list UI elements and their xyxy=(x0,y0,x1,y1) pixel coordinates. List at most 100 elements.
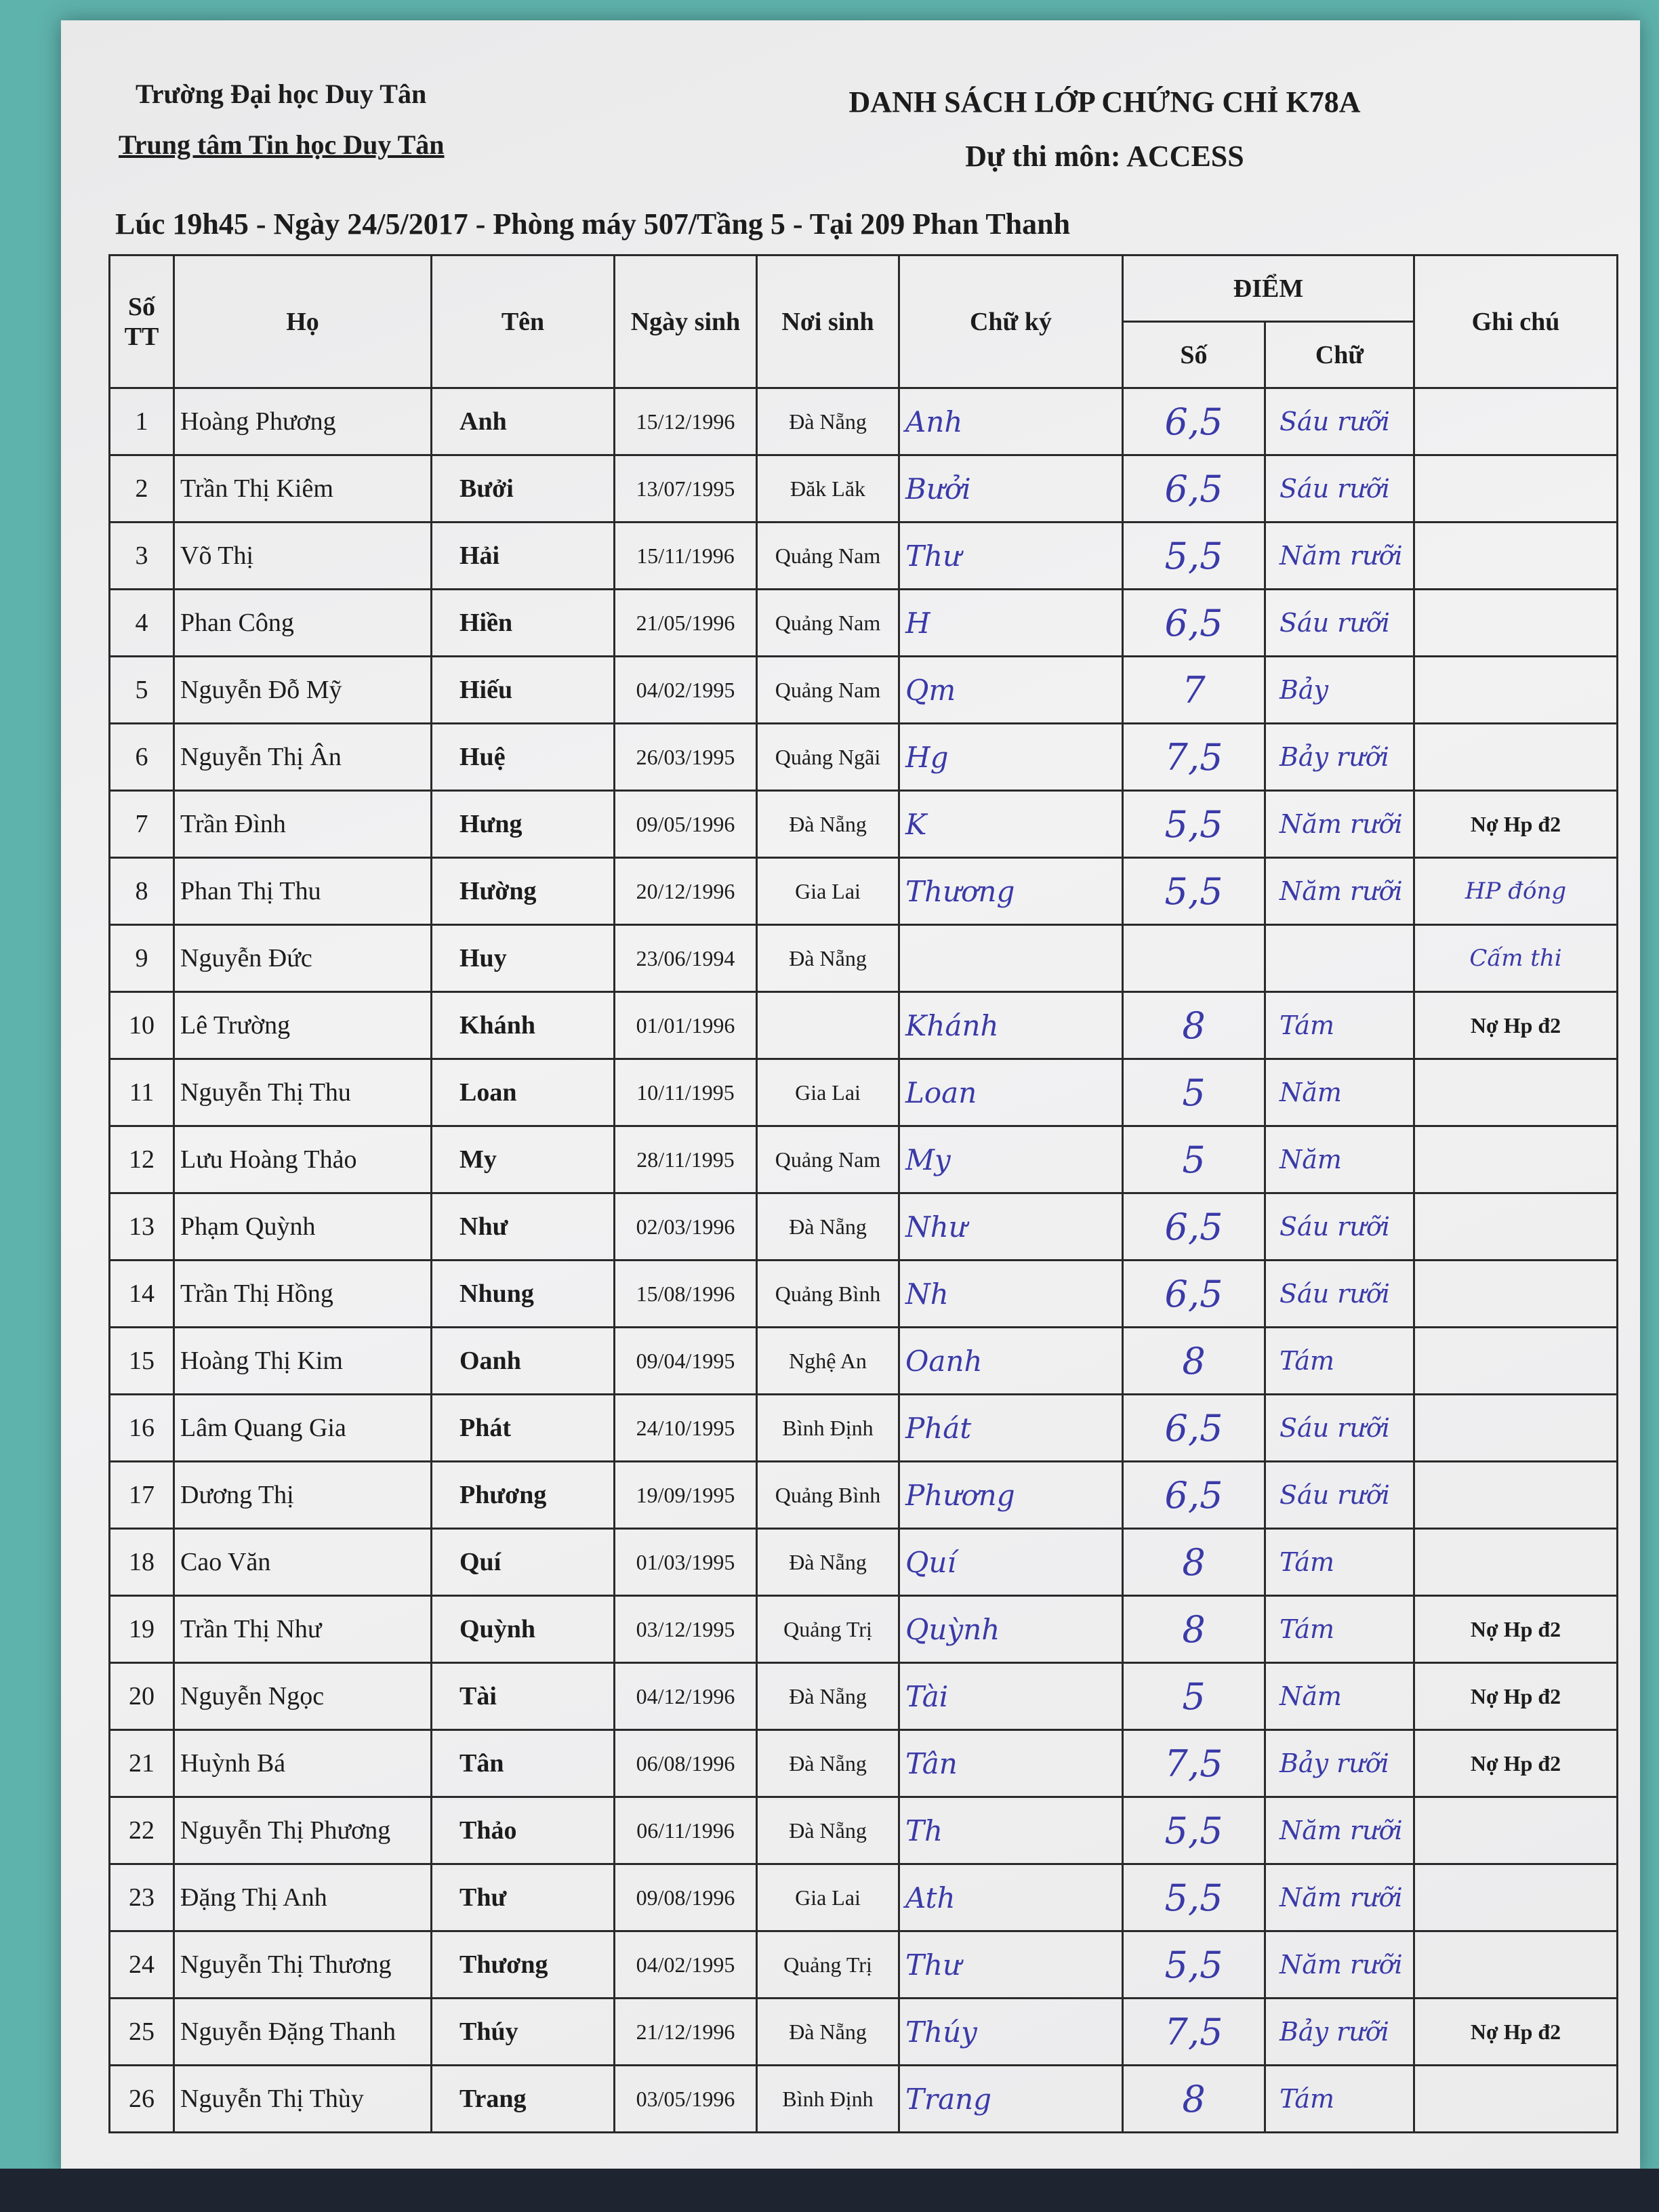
score-number: 5,5 xyxy=(1122,1796,1266,1865)
family-name: Trần Thị Hồng xyxy=(173,1259,432,1328)
exam-session-info: Lúc 19h45 - Ngày 24/5/2017 - Phòng máy 5… xyxy=(115,207,1071,241)
score-words: Năm rưỡi xyxy=(1263,521,1416,590)
org-university: Trường Đại học Duy Tân xyxy=(136,79,427,109)
row-number: 8 xyxy=(108,857,175,926)
table-row: 11 Nguyễn Thị Thu Loan 10/11/1995 Gia Lai Loa… xyxy=(108,1058,1619,1127)
given-name: Phát xyxy=(430,1393,615,1462)
birth-date: 03/05/1996 xyxy=(613,2064,758,2133)
table-row: 25 Nguyễn Đặng Thanh Thúy 21/12/1996 Đà Nẵng… xyxy=(108,1997,1619,2066)
birth-place: Nghệ An xyxy=(756,1326,900,1395)
given-name: Hiếu xyxy=(430,655,615,724)
given-name: Phương xyxy=(430,1460,615,1530)
score-words: Sáu rưỡi xyxy=(1263,1393,1416,1462)
table-row: 14 Trần Thị Hồng Nhung 15/08/1996 Quảng Bình… xyxy=(108,1259,1619,1328)
birth-date: 15/12/1996 xyxy=(613,387,758,456)
birth-date: 26/03/1995 xyxy=(613,722,758,792)
row-number: 5 xyxy=(108,655,175,724)
birth-date: 24/10/1995 xyxy=(613,1393,758,1462)
score-number: 7,5 xyxy=(1122,1997,1266,2066)
table-row: 23 Đặng Thị Anh Thư 09/08/1996 Gia Lai Ath 5,5… xyxy=(108,1863,1619,1932)
birth-place: Đà Nẵng xyxy=(756,924,900,993)
score-words: Năm rưỡi xyxy=(1263,1796,1416,1865)
score-words xyxy=(1263,924,1416,993)
family-name: Hoàng Phương xyxy=(173,387,432,456)
signature: My xyxy=(898,1125,1124,1194)
family-name: Nguyễn Đỗ Mỹ xyxy=(173,655,432,724)
signature: Th xyxy=(898,1796,1124,1865)
birth-place: Quảng Ngãi xyxy=(756,722,900,792)
row-number: 17 xyxy=(108,1460,175,1530)
note xyxy=(1413,1796,1619,1865)
given-name: Huệ xyxy=(430,722,615,792)
score-words: Bảy rưỡi xyxy=(1263,722,1416,792)
row-number: 2 xyxy=(108,454,175,523)
birth-place: Đà Nẵng xyxy=(756,387,900,456)
row-number: 9 xyxy=(108,924,175,993)
table-row: 4 Phan Công Hiền 21/05/1996 Quảng Nam H 6,5 Sáu… xyxy=(108,588,1619,657)
note xyxy=(1413,1192,1619,1261)
table-row: 1 Hoàng Phương Anh 15/12/1996 Đà Nẵng Anh 6,5 S… xyxy=(108,387,1619,456)
given-name: Oanh xyxy=(430,1326,615,1395)
score-number: 5,5 xyxy=(1122,790,1266,859)
score-number: 6,5 xyxy=(1122,454,1266,523)
birth-date: 01/01/1996 xyxy=(613,991,758,1060)
table-row: 24 Nguyễn Thị Thương Thương 04/02/1995 Quảng… xyxy=(108,1930,1619,1999)
birth-date: 04/02/1995 xyxy=(613,1930,758,1999)
signature: Phương xyxy=(898,1460,1124,1530)
row-number: 1 xyxy=(108,387,175,456)
given-name: Nhung xyxy=(430,1259,615,1328)
signature: Tân xyxy=(898,1729,1124,1798)
paper-sheet: Trường Đại học Duy Tân Trung tâm Tin học… xyxy=(61,20,1640,2175)
student-table: Số TT Họ Tên Ngày sinh Nơi sinh Chữ ký Đ… xyxy=(108,254,1619,2133)
birth-place: Đà Nẵng xyxy=(756,790,900,859)
birth-date: 15/08/1996 xyxy=(613,1259,758,1328)
table-row: 9 Nguyễn Đức Huy 23/06/1994 Đà Nẵng Cấm thi xyxy=(108,924,1619,993)
score-number: 6,5 xyxy=(1122,1393,1266,1462)
family-name: Võ Thị xyxy=(173,521,432,590)
given-name: Bưởi xyxy=(430,454,615,523)
document-title: DANH SÁCH LỚP CHỨNG CHỈ K78A xyxy=(848,85,1361,119)
signature: K xyxy=(898,790,1124,859)
note xyxy=(1413,1393,1619,1462)
score-words: Năm rưỡi xyxy=(1263,857,1416,926)
family-name: Nguyễn Ngọc xyxy=(173,1662,432,1731)
birth-place: Đà Nẵng xyxy=(756,1997,900,2066)
birth-place: Gia Lai xyxy=(756,1058,900,1127)
birth-place: Đà Nẵng xyxy=(756,1528,900,1597)
family-name: Hoàng Thị Kim xyxy=(173,1326,432,1395)
birth-date: 23/06/1994 xyxy=(613,924,758,993)
score-words: Năm rưỡi xyxy=(1263,1930,1416,1999)
score-number: 6,5 xyxy=(1122,1460,1266,1530)
score-number: 8 xyxy=(1122,1595,1266,1664)
note xyxy=(1413,2064,1619,2133)
family-name: Phạm Quỳnh xyxy=(173,1192,432,1261)
signature: Trang xyxy=(898,2064,1124,2133)
family-name: Phan Công xyxy=(173,588,432,657)
col-diem: ĐIỂM xyxy=(1121,254,1416,323)
signature: Hg xyxy=(898,722,1124,792)
table-row: 7 Trần Đình Hưng 09/05/1996 Đà Nẵng K 5,5 Năm r… xyxy=(108,790,1619,859)
note: Nợ Hp đ2 xyxy=(1413,1662,1619,1731)
birth-place: Bình Định xyxy=(756,2064,900,2133)
col-score-number: Số xyxy=(1122,321,1266,389)
birth-date: 13/07/1995 xyxy=(613,454,758,523)
family-name: Lưu Hoàng Thảo xyxy=(173,1125,432,1194)
signature: Thúy xyxy=(898,1997,1124,2066)
birth-place: Đà Nẵng xyxy=(756,1192,900,1261)
birth-place: Quảng Bình xyxy=(756,1259,900,1328)
given-name: Anh xyxy=(430,387,615,456)
row-number: 4 xyxy=(108,588,175,657)
given-name: Như xyxy=(430,1192,615,1261)
table-row: 5 Nguyễn Đỗ Mỹ Hiếu 04/02/1995 Quảng Nam Qm 7 B… xyxy=(108,655,1619,724)
note: HP đóng xyxy=(1413,857,1619,926)
table-row: 18 Cao Văn Quí 01/03/1995 Đà Nẵng Quí 8 Tám xyxy=(108,1528,1619,1597)
score-number: 5,5 xyxy=(1122,857,1266,926)
family-name: Nguyễn Thị Thu xyxy=(173,1058,432,1127)
birth-place: Quảng Bình xyxy=(756,1460,900,1530)
score-words: Sáu rưỡi xyxy=(1263,588,1416,657)
given-name: Tân xyxy=(430,1729,615,1798)
signature: Khánh xyxy=(898,991,1124,1060)
table-row: 21 Huỳnh Bá Tân 06/08/1996 Đà Nẵng Tân 7,5 Bảy … xyxy=(108,1729,1619,1798)
signature: Thư xyxy=(898,521,1124,590)
score-words: Sáu rưỡi xyxy=(1263,387,1416,456)
